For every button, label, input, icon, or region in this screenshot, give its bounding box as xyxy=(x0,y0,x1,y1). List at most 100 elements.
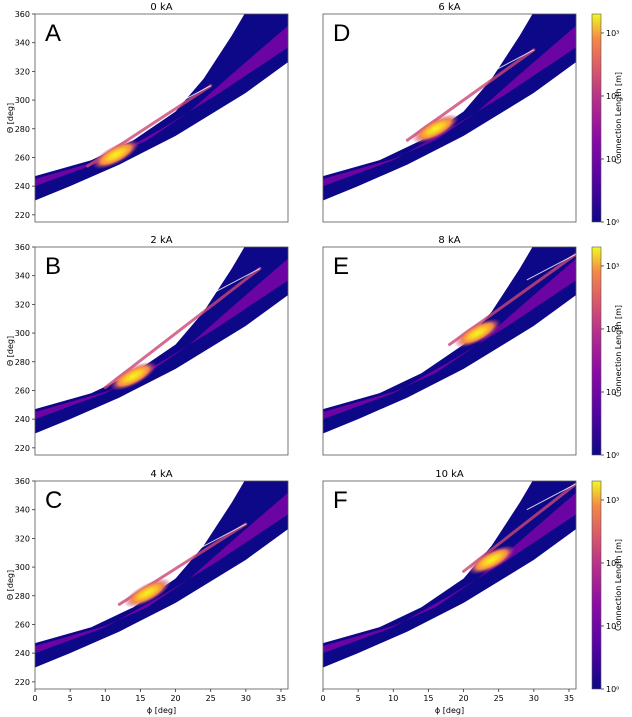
colorbar-tick-label: 10³ xyxy=(606,262,619,271)
y-tick-label: 300 xyxy=(15,96,30,105)
plot-frame xyxy=(34,246,289,456)
y-tick-label: 260 xyxy=(15,386,30,395)
hotspot xyxy=(454,318,501,348)
plot-area xyxy=(323,247,576,434)
y-tick-label: 280 xyxy=(15,125,30,134)
panel-letter: E xyxy=(333,253,349,280)
panel-letter: C xyxy=(45,487,62,514)
y-tick-label: 320 xyxy=(15,67,30,76)
colorbar-label: Connection Length [m] xyxy=(614,539,623,631)
x-tick-label: 25 xyxy=(206,694,216,703)
x-tick-label: 20 xyxy=(458,694,468,703)
y-tick-label: 280 xyxy=(15,358,30,367)
plot-frame xyxy=(322,13,577,223)
y-tick-label: 220 xyxy=(15,678,30,687)
y-tick-label: 300 xyxy=(15,563,30,572)
x-tick-label: 15 xyxy=(135,694,145,703)
panel-title: 2 kA xyxy=(150,235,172,246)
hotspot xyxy=(124,578,171,608)
x-tick-label: 10 xyxy=(100,694,110,703)
y-tick-label: 240 xyxy=(15,649,30,658)
colorbar-gradient xyxy=(591,13,602,223)
y-tick-label: 320 xyxy=(15,534,30,543)
y-axis-label: Θ [deg] xyxy=(6,570,15,600)
white-streak xyxy=(210,268,261,295)
hotspot xyxy=(412,114,459,144)
panel-c: 4 kA C 220 240 260 280 300 320 340 360 Θ [deg] 0 5 10… xyxy=(6,469,289,715)
x-axis-label: ϕ [deg] xyxy=(147,706,176,715)
panel-b: 2 kA B 220 240 260 280 300 320 340 360 Θ [deg] xyxy=(6,235,289,456)
panel-letter: D xyxy=(333,20,350,47)
panel-e: 8 kA E xyxy=(322,235,577,456)
white-streak xyxy=(526,483,576,511)
colorbar: 10³ 10² 10¹ 10⁰ Connection Length [m] xyxy=(591,480,623,694)
y-tick-label: 360 xyxy=(15,477,30,486)
x-tick-label: 20 xyxy=(170,694,180,703)
dark-band xyxy=(35,481,288,668)
y-tick-label: 240 xyxy=(15,182,30,191)
plot-area xyxy=(323,481,576,668)
colorbar-tick-label: 10³ xyxy=(606,29,619,38)
y-tick-label: 340 xyxy=(15,506,30,515)
x-tick-label: 25 xyxy=(494,694,504,703)
y-tick-label: 360 xyxy=(15,243,30,252)
colorbar-tick-label: 10⁰ xyxy=(606,218,619,227)
x-axis-label: ϕ [deg] xyxy=(435,706,464,715)
dark-band xyxy=(323,481,576,668)
hotspot xyxy=(468,545,516,575)
y-tick-label: 360 xyxy=(15,10,30,19)
plot-frame xyxy=(34,13,289,223)
plot-frame xyxy=(322,246,577,456)
y-axis-label: Θ [deg] xyxy=(6,103,15,133)
y-tick-label: 260 xyxy=(15,620,30,629)
plot-area xyxy=(323,14,576,201)
y-tick-label: 280 xyxy=(15,592,30,601)
y-tick-label: 300 xyxy=(15,329,30,338)
dark-band xyxy=(35,247,288,434)
colorbar-tick-label: 10¹ xyxy=(606,155,619,164)
panel-title: 4 kA xyxy=(150,469,172,480)
colorbar-tick-label: 10⁰ xyxy=(606,685,619,694)
panel-title: 8 kA xyxy=(438,235,460,246)
y-tick-label: 240 xyxy=(15,415,30,424)
white-streak xyxy=(484,49,535,77)
panel-title: 0 kA xyxy=(150,2,172,13)
plot-frame xyxy=(34,480,289,690)
colorbar-tick-label: 10² xyxy=(606,325,619,334)
x-tick-label: 0 xyxy=(320,694,325,703)
hotspot xyxy=(110,361,157,391)
plot-area xyxy=(35,247,288,434)
dark-band xyxy=(323,247,576,434)
colorbar-label: Connection Length [m] xyxy=(614,305,623,397)
panel-f: 10 kA F 0 5 10 15 20 25 30 35 ϕ [deg] xyxy=(320,469,577,715)
plot-area xyxy=(35,14,288,201)
colorbar-label: Connection Length [m] xyxy=(614,72,623,164)
white-streak xyxy=(526,253,576,281)
white-streak xyxy=(196,523,247,551)
colorbar-gradient xyxy=(591,480,602,690)
y-tick-label: 340 xyxy=(15,39,30,48)
panel-letter: F xyxy=(333,487,348,514)
x-tick-label: 5 xyxy=(68,694,73,703)
colorbar-tick-label: 10² xyxy=(606,92,619,101)
colorbar-tick-label: 10⁰ xyxy=(606,451,619,460)
y-tick-label: 340 xyxy=(15,272,30,281)
plot-area xyxy=(35,481,288,668)
x-tick-label: 30 xyxy=(241,694,251,703)
x-tick-label: 35 xyxy=(276,694,286,703)
y-tick-label: 220 xyxy=(15,444,30,453)
y-axis-label: Θ [deg] xyxy=(6,336,15,366)
y-tick-label: 220 xyxy=(15,211,30,220)
panel-letter: A xyxy=(45,20,61,47)
colorbar-tick-label: 10¹ xyxy=(606,622,619,631)
dark-band xyxy=(35,14,288,201)
panel-d: 6 kA D xyxy=(322,2,577,223)
x-tick-label: 0 xyxy=(32,694,37,703)
y-tick-label: 260 xyxy=(15,153,30,162)
colorbar-gradient xyxy=(591,246,602,456)
x-tick-label: 5 xyxy=(356,694,361,703)
hotspot xyxy=(92,140,140,170)
panel-letter: B xyxy=(45,253,61,280)
colorbar-tick-label: 10¹ xyxy=(606,388,619,397)
